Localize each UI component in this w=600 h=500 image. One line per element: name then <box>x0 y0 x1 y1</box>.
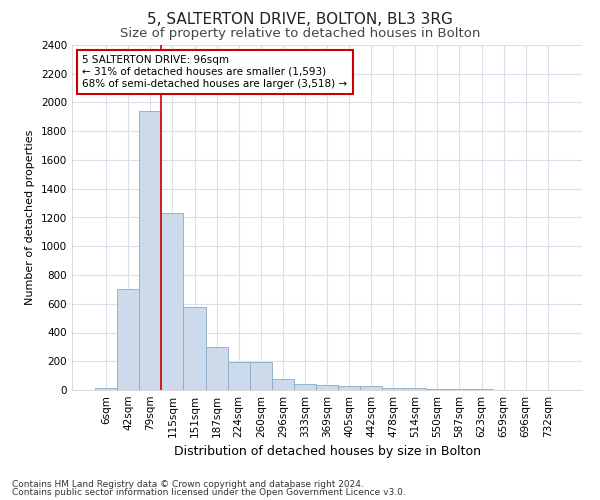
Bar <box>427 389 448 390</box>
Bar <box>184 308 206 390</box>
Y-axis label: Number of detached properties: Number of detached properties <box>25 130 35 305</box>
Bar <box>316 385 338 390</box>
Bar <box>272 378 294 390</box>
Bar <box>382 388 404 390</box>
Text: Size of property relative to detached houses in Bolton: Size of property relative to detached ho… <box>120 28 480 40</box>
Text: 5, SALTERTON DRIVE, BOLTON, BL3 3RG: 5, SALTERTON DRIVE, BOLTON, BL3 3RG <box>147 12 453 28</box>
Bar <box>227 362 250 390</box>
Bar <box>338 386 360 390</box>
Bar <box>117 290 139 390</box>
Bar <box>360 386 382 390</box>
Bar <box>161 213 184 390</box>
Bar <box>206 347 227 390</box>
Text: Contains public sector information licensed under the Open Government Licence v3: Contains public sector information licen… <box>12 488 406 497</box>
Bar <box>404 388 427 390</box>
Text: Contains HM Land Registry data © Crown copyright and database right 2024.: Contains HM Land Registry data © Crown c… <box>12 480 364 489</box>
Bar <box>139 111 161 390</box>
Bar <box>95 388 117 390</box>
Bar <box>294 384 316 390</box>
X-axis label: Distribution of detached houses by size in Bolton: Distribution of detached houses by size … <box>173 446 481 458</box>
Text: 5 SALTERTON DRIVE: 96sqm
← 31% of detached houses are smaller (1,593)
68% of sem: 5 SALTERTON DRIVE: 96sqm ← 31% of detach… <box>82 56 347 88</box>
Bar <box>250 362 272 390</box>
